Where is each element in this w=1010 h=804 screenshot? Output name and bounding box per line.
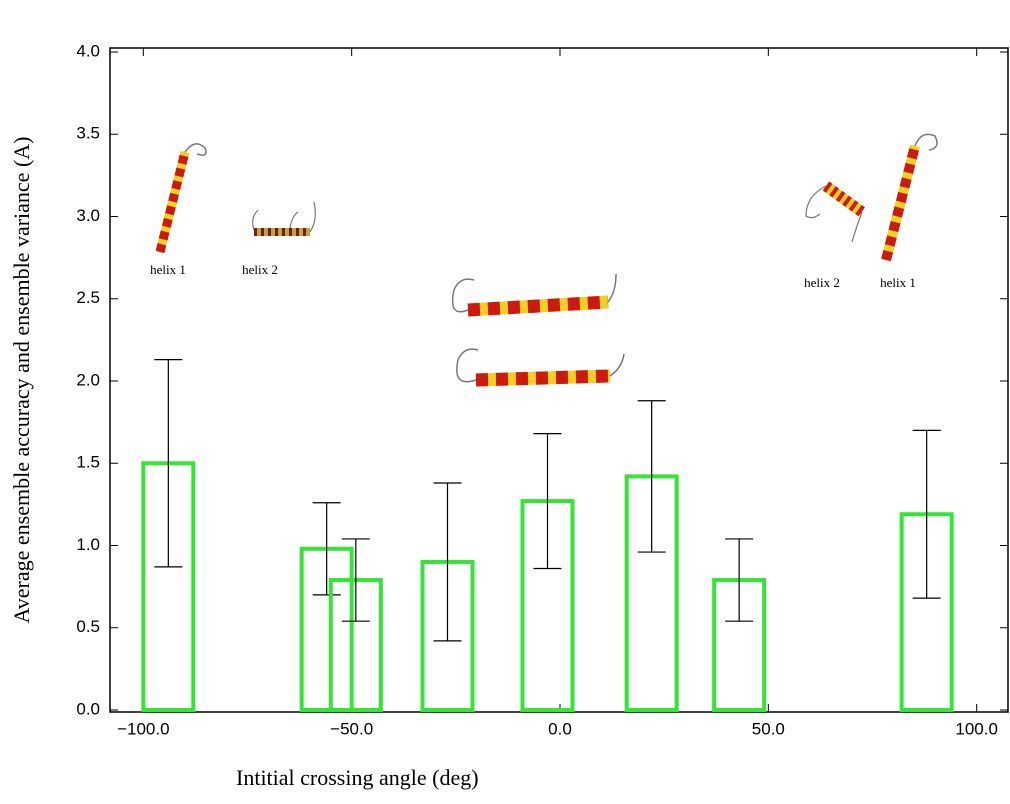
y-axis-label: Average ensemble accuracy and ensemble v… <box>9 137 34 624</box>
x-tick-label: 100.0 <box>955 719 998 738</box>
y-tick-label: 3.5 <box>76 124 100 143</box>
y-tick-label: 2.0 <box>76 370 100 389</box>
y-tick-label: 0.5 <box>76 617 100 636</box>
helix-left-2 <box>252 201 316 236</box>
x-tick-label: 50.0 <box>752 719 785 738</box>
helix-center-2 <box>456 348 625 387</box>
error-bar <box>312 502 341 596</box>
helix-illustrations <box>155 133 938 387</box>
plot-frame <box>109 47 1009 713</box>
helix-label: helix 1 <box>880 275 916 290</box>
y-tick-label: 0.0 <box>76 699 100 718</box>
helix-right-1 <box>881 133 938 262</box>
x-axis-label: Intitial crossing angle (deg) <box>236 765 479 790</box>
helix-right-2 <box>805 181 866 243</box>
y-tick-label: 2.5 <box>76 288 100 307</box>
helix-left-1 <box>155 143 207 254</box>
x-tick-label: 0.0 <box>548 719 572 738</box>
error-bar <box>341 538 370 622</box>
x-tick-label: −100.0 <box>117 719 169 738</box>
error-bar <box>154 359 183 568</box>
helix-label: helix 2 <box>804 275 840 290</box>
helix-center-1 <box>451 273 617 317</box>
helix-label: helix 1 <box>150 262 186 277</box>
x-tick-label: −50.0 <box>330 719 373 738</box>
error-bar <box>433 482 462 642</box>
y-tick-label: 1.5 <box>76 453 100 472</box>
error-bar <box>533 433 562 570</box>
y-tick-label: 3.0 <box>76 206 100 225</box>
helix-label: helix 2 <box>242 262 278 277</box>
error-bar <box>637 400 666 553</box>
y-tick-label: 1.0 <box>76 535 100 554</box>
error-bar <box>912 429 941 599</box>
error-bar <box>725 538 754 622</box>
y-tick-label: 4.0 <box>76 41 100 60</box>
